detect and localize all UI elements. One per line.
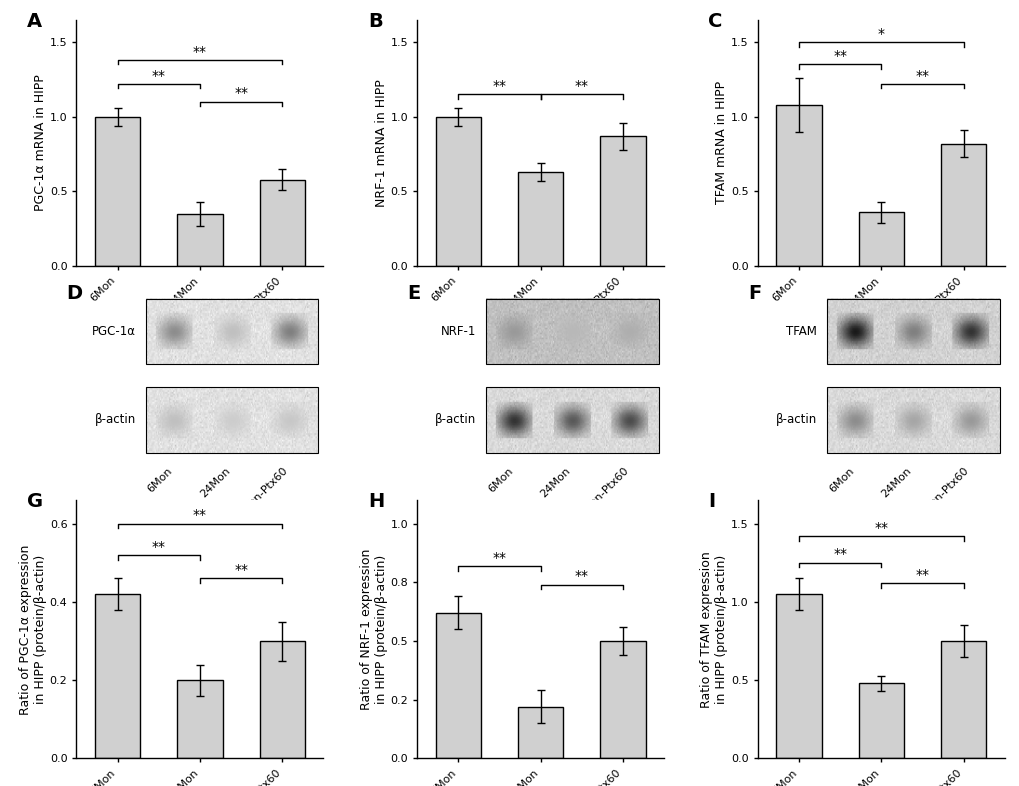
- Text: *: *: [877, 27, 883, 41]
- Text: **: **: [833, 547, 847, 561]
- Text: **: **: [193, 509, 207, 522]
- Text: **: **: [233, 86, 248, 101]
- Bar: [435, 117, 481, 266]
- Text: **: **: [873, 521, 888, 534]
- Text: **: **: [193, 45, 207, 59]
- Text: C: C: [708, 13, 722, 31]
- Text: TFAM: TFAM: [786, 325, 816, 338]
- Y-axis label: NRF-1 mRNA in HIPP: NRF-1 mRNA in HIPP: [374, 79, 387, 207]
- Bar: [518, 707, 562, 758]
- Text: G: G: [28, 493, 43, 512]
- Bar: [259, 641, 305, 758]
- Text: **: **: [152, 68, 166, 83]
- Y-axis label: TFAM mRNA in HIPP: TFAM mRNA in HIPP: [714, 82, 728, 204]
- Bar: [775, 594, 821, 758]
- Y-axis label: Ratio of TFAM expression
in HIPP (protein/β-actin): Ratio of TFAM expression in HIPP (protei…: [700, 551, 728, 707]
- Bar: [858, 212, 903, 266]
- Text: 24Mon: 24Mon: [198, 466, 231, 500]
- Text: 24Mon: 24Mon: [538, 466, 572, 500]
- Text: PGC-1α: PGC-1α: [92, 325, 136, 338]
- Text: I: I: [708, 493, 715, 512]
- Text: **: **: [914, 567, 928, 582]
- Bar: [486, 387, 658, 453]
- Text: **: **: [233, 563, 248, 577]
- Text: **: **: [574, 569, 588, 583]
- Text: **: **: [914, 68, 928, 83]
- Text: H: H: [368, 493, 384, 512]
- Bar: [599, 641, 645, 758]
- Text: 24Mon-Ptx60: 24Mon-Ptx60: [571, 466, 630, 525]
- Bar: [826, 387, 999, 453]
- Bar: [599, 136, 645, 266]
- Text: **: **: [574, 79, 588, 93]
- Text: D: D: [66, 284, 83, 303]
- Text: **: **: [833, 50, 847, 63]
- Bar: [518, 172, 562, 266]
- Y-axis label: Ratio of PGC-1α expression
in HIPP (protein/β-actin): Ratio of PGC-1α expression in HIPP (prot…: [19, 544, 47, 714]
- Bar: [775, 105, 821, 266]
- Text: B: B: [368, 13, 382, 31]
- Text: A: A: [28, 13, 42, 31]
- Text: 24Mon-Ptx60: 24Mon-Ptx60: [230, 466, 289, 525]
- Text: β-actin: β-actin: [435, 413, 476, 426]
- Bar: [177, 214, 222, 266]
- Bar: [435, 613, 481, 758]
- Text: **: **: [492, 550, 506, 564]
- Text: 24Mon: 24Mon: [878, 466, 912, 500]
- Text: 6Mon: 6Mon: [146, 466, 174, 494]
- Bar: [940, 144, 985, 266]
- Text: NRF-1: NRF-1: [440, 325, 476, 338]
- Text: **: **: [492, 79, 506, 93]
- Text: F: F: [747, 284, 760, 303]
- Bar: [95, 117, 141, 266]
- Text: 6Mon: 6Mon: [486, 466, 515, 494]
- Bar: [940, 641, 985, 758]
- Y-axis label: PGC-1α mRNA in HIPP: PGC-1α mRNA in HIPP: [34, 75, 47, 211]
- Text: β-actin: β-actin: [95, 413, 136, 426]
- Bar: [486, 299, 658, 365]
- Text: **: **: [152, 540, 166, 553]
- Text: 24Mon-Ptx60: 24Mon-Ptx60: [911, 466, 970, 525]
- Bar: [858, 683, 903, 758]
- Text: E: E: [407, 284, 420, 303]
- Y-axis label: Ratio of NRF-1 expression
in HIPP (protein/β-actin): Ratio of NRF-1 expression in HIPP (prote…: [360, 549, 387, 710]
- Bar: [259, 179, 305, 266]
- Bar: [95, 594, 141, 758]
- Text: β-actin: β-actin: [775, 413, 816, 426]
- Bar: [146, 299, 318, 365]
- Text: 6Mon: 6Mon: [826, 466, 855, 494]
- Bar: [146, 387, 318, 453]
- Bar: [826, 299, 999, 365]
- Bar: [177, 680, 222, 758]
